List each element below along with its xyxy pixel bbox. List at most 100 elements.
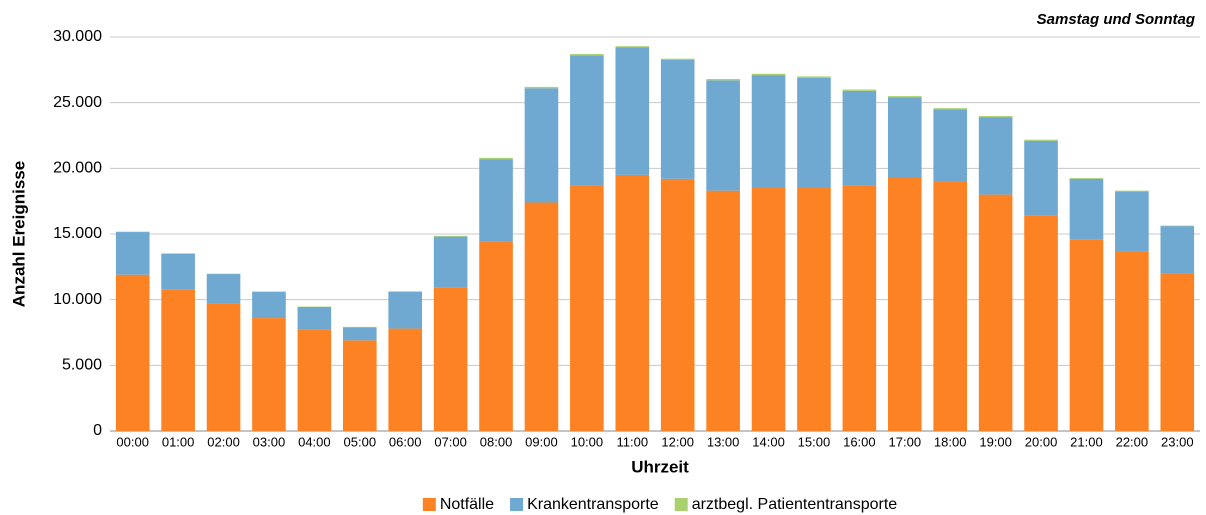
bar-segment bbox=[297, 329, 332, 431]
legend-label: Krankentransporte bbox=[527, 496, 659, 513]
bar-segment bbox=[1160, 226, 1195, 274]
bar-segment bbox=[524, 86, 559, 89]
bar-segment bbox=[978, 116, 1013, 118]
y-axis-title: Anzahl Ereignisse bbox=[9, 161, 28, 307]
x-tick-label: 00:00 bbox=[116, 434, 149, 449]
bar-segment bbox=[751, 73, 786, 76]
y-tick-label: 25.000 bbox=[53, 94, 102, 111]
bar-segment bbox=[297, 306, 332, 330]
bar-segment bbox=[933, 108, 968, 110]
bar-segment bbox=[433, 287, 468, 431]
bar-segment bbox=[706, 190, 740, 431]
bar-segment bbox=[797, 188, 831, 431]
bar-segment bbox=[252, 291, 286, 319]
bar-segment bbox=[933, 109, 968, 182]
bar-segment bbox=[706, 80, 740, 191]
y-tick-label: 15.000 bbox=[53, 225, 102, 242]
bar-segment bbox=[1115, 190, 1149, 192]
x-tick-label: 12:00 bbox=[661, 434, 694, 449]
x-tick-label: 18:00 bbox=[934, 434, 967, 449]
x-tick-label: 21:00 bbox=[1070, 434, 1103, 449]
legend-swatch bbox=[422, 498, 436, 511]
bar-segment bbox=[524, 202, 559, 431]
bar-segment bbox=[751, 188, 786, 431]
bar-segment bbox=[1069, 178, 1104, 240]
x-tick-label: 07:00 bbox=[434, 434, 467, 449]
bar-segment bbox=[1069, 239, 1104, 431]
bar-segment bbox=[1024, 140, 1058, 216]
x-tick-label: 06:00 bbox=[389, 434, 422, 449]
bar-segment bbox=[706, 79, 740, 81]
bar-segment bbox=[887, 97, 922, 178]
x-tick-label: 09:00 bbox=[525, 434, 558, 449]
bar-segment bbox=[206, 274, 241, 304]
bar-segment bbox=[252, 318, 286, 431]
x-tick-label: 19:00 bbox=[979, 434, 1012, 449]
legend-label: arztbegl. Patiententransporte bbox=[692, 496, 898, 513]
bar-segment bbox=[388, 328, 423, 431]
bar-segment bbox=[615, 46, 650, 48]
bar-segment bbox=[887, 96, 922, 98]
x-tick-label: 22:00 bbox=[1116, 434, 1149, 449]
chart-title: Samstag und Sonntag bbox=[1037, 11, 1195, 28]
x-tick-label: 08:00 bbox=[480, 434, 513, 449]
bar-segment bbox=[1024, 139, 1058, 141]
x-tick-label: 02:00 bbox=[207, 434, 240, 449]
x-tick-label: 04:00 bbox=[298, 434, 331, 449]
bar-segment bbox=[570, 55, 604, 186]
bar-segment bbox=[570, 185, 604, 431]
bar-segment bbox=[1115, 191, 1149, 252]
legend-swatch bbox=[510, 498, 524, 511]
bar-segment bbox=[433, 236, 468, 288]
bar-segment bbox=[978, 117, 1013, 195]
bar-segment bbox=[342, 327, 377, 341]
bar-segment bbox=[1024, 215, 1058, 431]
bar-segment bbox=[842, 89, 877, 91]
x-tick-label: 20:00 bbox=[1025, 434, 1058, 449]
x-tick-label: 17:00 bbox=[889, 434, 922, 449]
bar-segment bbox=[388, 291, 423, 329]
legend-swatch bbox=[674, 498, 688, 511]
bar-segment bbox=[660, 58, 695, 60]
bar-segment bbox=[1160, 225, 1195, 227]
legend-label: Notfälle bbox=[440, 496, 494, 513]
bar-segment bbox=[842, 90, 877, 186]
bar-segment bbox=[161, 253, 195, 290]
x-tick-label: 05:00 bbox=[344, 434, 377, 449]
bar-segment bbox=[887, 177, 922, 431]
y-tick-label: 30.000 bbox=[53, 28, 102, 45]
bar-segment bbox=[1069, 178, 1104, 179]
x-tick-label: 13:00 bbox=[707, 434, 740, 449]
bar-segment bbox=[342, 340, 377, 431]
bar-segment bbox=[388, 291, 423, 292]
y-tick-label: 0 bbox=[93, 422, 102, 439]
bar-segment bbox=[933, 181, 968, 431]
x-tick-label: 16:00 bbox=[843, 434, 876, 449]
y-tick-label: 10.000 bbox=[53, 291, 102, 308]
bar-segment bbox=[797, 76, 831, 78]
bar-segment bbox=[115, 274, 150, 431]
bar-segment bbox=[206, 303, 241, 431]
x-tick-label: 23:00 bbox=[1161, 434, 1194, 449]
bar-segment bbox=[1160, 273, 1195, 431]
bar-segment bbox=[842, 185, 877, 431]
bar-segment bbox=[978, 194, 1013, 431]
bar-segment bbox=[433, 235, 468, 237]
x-tick-label: 11:00 bbox=[617, 434, 649, 449]
bar-segment bbox=[615, 47, 650, 175]
x-axis-title: Uhrzeit bbox=[631, 457, 689, 476]
y-tick-label: 5.000 bbox=[62, 357, 102, 374]
bar-segment bbox=[751, 75, 786, 189]
bar-segment bbox=[1115, 251, 1149, 431]
bar-segment bbox=[615, 174, 650, 431]
bar-segment bbox=[479, 157, 513, 160]
bar-segment bbox=[115, 232, 150, 275]
x-tick-label: 14:00 bbox=[752, 434, 785, 449]
x-tick-label: 15:00 bbox=[798, 434, 831, 449]
bar-segment bbox=[524, 88, 559, 203]
y-tick-label: 20.000 bbox=[53, 160, 102, 177]
bar-segment bbox=[479, 159, 513, 242]
bar-segment bbox=[797, 77, 831, 189]
bar-segment bbox=[660, 59, 695, 179]
